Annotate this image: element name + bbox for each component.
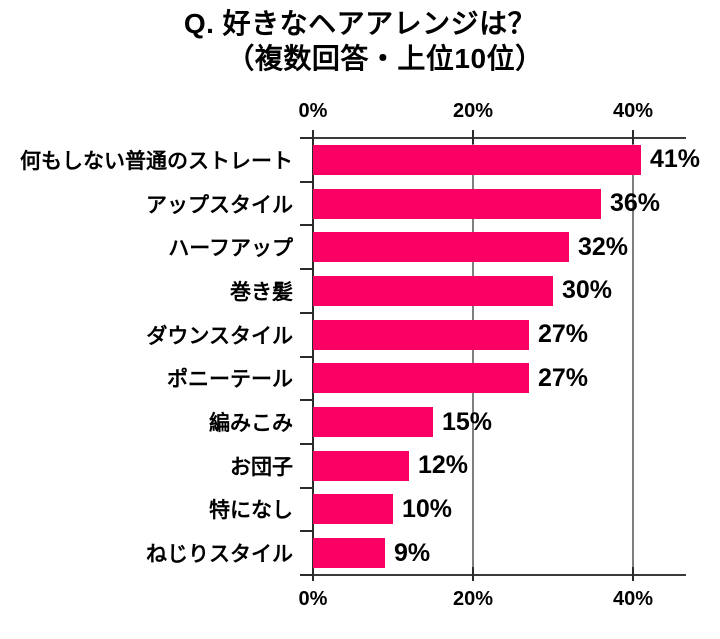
chart-subtitle: （複数回答・上位10位）	[226, 43, 544, 74]
category-axis-tick	[300, 137, 312, 139]
category-axis-tick	[300, 530, 312, 533]
category-label: 何もしない普通のストレート	[20, 149, 293, 173]
category-label: ポニーテール	[167, 368, 293, 392]
category-label: ねじりスタイル	[146, 543, 293, 567]
bottom-axis-tick-0%	[312, 567, 314, 581]
bar-value-label: 30%	[562, 276, 613, 305]
bar	[313, 188, 601, 219]
chart-title-block: Q. 好きなヘアアレンジは？ （複数回答・上位10位）	[0, 6, 720, 76]
category-label: 特になし	[209, 499, 293, 523]
bar-row: 36%	[313, 182, 720, 226]
gridline-20pct	[472, 138, 474, 575]
top-axis-tick-20%	[472, 130, 474, 144]
bar	[313, 275, 553, 306]
category-label: お団子	[230, 455, 293, 479]
bar-row: 30%	[313, 269, 720, 313]
category-axis-tick	[300, 311, 312, 314]
bar-row: 9%	[313, 531, 720, 575]
bottom-axis-tick-label: 0%	[298, 588, 328, 610]
category-axis-tick	[300, 268, 312, 271]
bar	[313, 494, 393, 525]
bar-row: 12%	[313, 444, 720, 488]
bar	[313, 144, 641, 175]
top-axis-tick-0%	[312, 130, 314, 144]
bar-value-label: 10%	[402, 494, 453, 523]
top-axis-tick-label: 40%	[612, 100, 654, 122]
bar-row: 15%	[313, 400, 720, 444]
category-label: 巻き髪	[230, 280, 293, 304]
top-axis-tick-40%	[632, 130, 634, 144]
category-axis-tick	[300, 442, 312, 445]
category-axis-tick	[300, 574, 312, 576]
bar	[313, 319, 529, 350]
bar	[313, 363, 529, 394]
category-axis-tick	[300, 224, 312, 227]
bar-row: 27%	[313, 357, 720, 401]
bottom-axis-line	[313, 574, 686, 576]
bar-value-label: 9%	[394, 538, 431, 567]
bar-row: 10%	[313, 488, 720, 532]
bottom-axis-tick-label: 20%	[452, 588, 494, 610]
bar-value-label: 36%	[610, 189, 661, 218]
chart-title: Q. 好きなヘアアレンジは？	[183, 8, 537, 39]
category-axis-tick	[300, 486, 312, 489]
category-label: 編みこみ	[209, 412, 293, 436]
bar-value-label: 12%	[418, 451, 469, 480]
bar-value-label: 27%	[538, 320, 589, 349]
bottom-axis-tick-40%	[632, 567, 634, 581]
bar	[313, 450, 409, 481]
category-axis-tick	[300, 355, 312, 358]
category-axis-line	[312, 138, 314, 575]
gridline-40pct	[632, 138, 634, 575]
top-axis-tick-label: 0%	[298, 100, 328, 122]
category-label: アップスタイル	[146, 193, 293, 217]
category-label: ハーフアップ	[168, 237, 293, 261]
bar	[313, 232, 569, 263]
bottom-axis-tick-20%	[472, 567, 474, 581]
bottom-axis-tick-label: 40%	[612, 588, 654, 610]
bar-value-label: 15%	[442, 407, 493, 436]
bar	[313, 538, 385, 569]
category-axis-tick	[300, 180, 312, 183]
bar-value-label: 41%	[650, 145, 701, 174]
bar-value-label: 32%	[578, 232, 629, 261]
bar	[313, 407, 433, 438]
category-label: ダウンスタイル	[146, 324, 293, 348]
top-axis-tick-label: 20%	[452, 100, 494, 122]
bar-row: 27%	[313, 313, 720, 357]
category-axis-tick	[300, 399, 312, 402]
top-axis-line	[313, 137, 686, 139]
bar-row: 41%	[313, 138, 720, 182]
bar-value-label: 27%	[538, 363, 589, 392]
bar-row: 32%	[313, 225, 720, 269]
